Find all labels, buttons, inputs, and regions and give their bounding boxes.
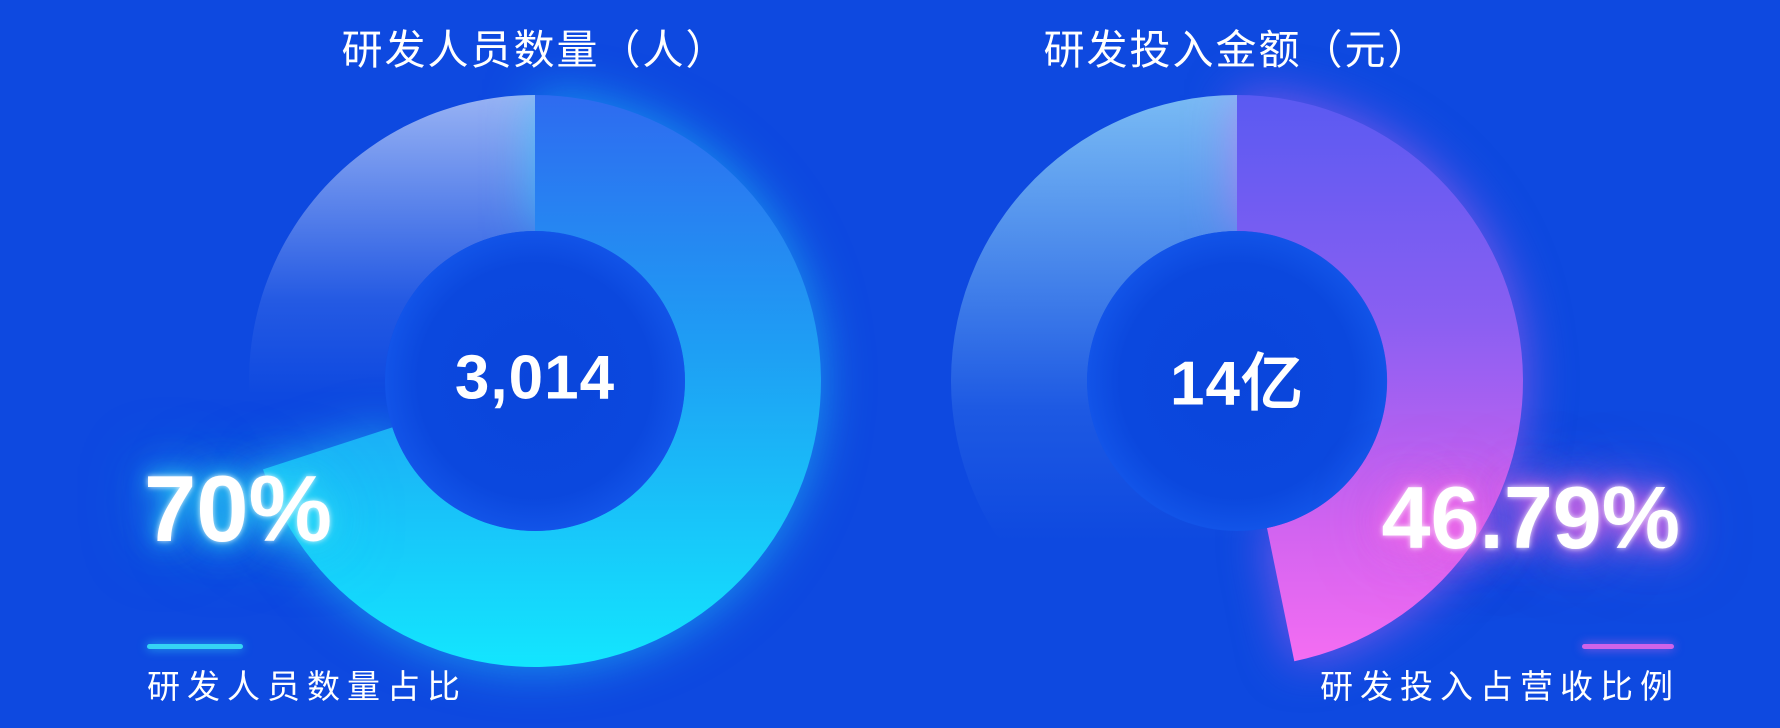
donut-segment-remainder [950, 95, 1295, 667]
donut-segment-remainder [248, 95, 535, 470]
donut-center-value-personnel: 3,014 [454, 343, 616, 413]
accent-underline-personnel [147, 644, 243, 649]
donut-rd-personnel [248, 95, 821, 667]
donut-segment-highlight [263, 95, 821, 667]
donut-center-value-investment: 14亿 [1170, 349, 1304, 419]
percent-label-personnel: 70% [144, 456, 333, 561]
chart-title-rd-investment: 研发投入金额（元） [1043, 27, 1431, 73]
caption-investment: 研发投入占营收比例 [1320, 668, 1680, 705]
percent-label-investment: 46.79% [1381, 468, 1680, 567]
caption-personnel: 研发人员数量占比 [147, 668, 467, 705]
donut-segment-highlight [1237, 95, 1523, 662]
accent-underline-investment [1582, 644, 1674, 649]
chart-title-rd-personnel: 研发人员数量（人） [341, 27, 729, 73]
donut-rd-investment [950, 95, 1523, 667]
donut-center-disc [1087, 231, 1387, 531]
donut-center-disc [385, 231, 685, 531]
